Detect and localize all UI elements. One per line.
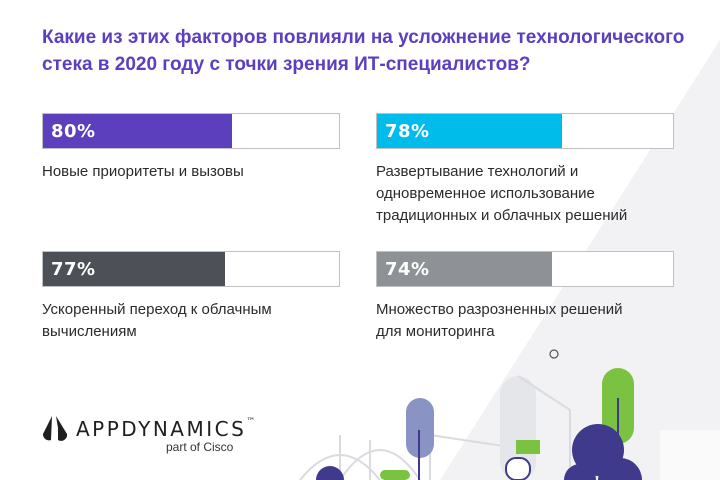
stat-description: Множество разрозненных решений для монит…	[376, 299, 676, 343]
logo-tm: ™	[246, 417, 258, 427]
desc-line: Множество разрозненных решений	[376, 301, 623, 318]
stat-description: Новые приоритеты и вызовы	[42, 161, 342, 183]
stat-description: Ускоренный переход к облачным вычисления…	[42, 299, 342, 343]
logo-subtitle: part of Cisco	[166, 440, 234, 454]
bar-track: 78%	[376, 113, 674, 149]
desc-line: традиционных и облачных решений	[376, 207, 628, 224]
stat-card-1: 80% Новые приоритеты и вызовы	[42, 113, 342, 183]
page-title: Какие из этих факторов повлияли на услож…	[42, 24, 692, 78]
desc-line: Развертывание технологий и	[376, 163, 579, 180]
bar-percent-label: 74%	[385, 259, 430, 280]
appdynamics-mark-icon	[42, 416, 68, 441]
desc-line: Новые приоритеты и вызовы	[42, 163, 244, 180]
desc-line: Ускоренный переход к облачным	[42, 301, 272, 318]
bar-fill	[43, 252, 226, 286]
desc-line: вычислениям	[42, 323, 137, 340]
stat-description: Развертывание технологий и одновременное…	[376, 161, 676, 227]
bar-track: 80%	[42, 113, 340, 149]
stat-card-3: 77% Ускоренный переход к облачным вычисл…	[42, 251, 342, 343]
title-line-2: стека в 2020 году с точки зрения ИТ-спец…	[42, 54, 531, 75]
desc-line: для мониторинга	[376, 323, 495, 340]
logo-wordmark: APPDYNAMICS™	[76, 417, 258, 441]
decorative-illustration	[299, 349, 720, 480]
bar-fill	[43, 114, 233, 148]
bar-percent-label: 77%	[51, 259, 96, 280]
title-line-1: Какие из этих факторов повлияли на услож…	[42, 27, 685, 48]
bar-fill	[377, 114, 562, 148]
logo-name: APPDYNAMICS	[76, 417, 247, 441]
bar-percent-label: 78%	[385, 121, 430, 142]
bar-fill	[377, 252, 553, 286]
stat-card-4: 74% Множество разрозненных решений для м…	[376, 251, 676, 343]
desc-line: одновременное использование	[376, 185, 595, 202]
stat-card-2: 78% Развертывание технологий и одновреме…	[376, 113, 676, 227]
bar-track: 74%	[376, 251, 674, 287]
bar-percent-label: 80%	[51, 121, 96, 142]
bar-track: 77%	[42, 251, 340, 287]
